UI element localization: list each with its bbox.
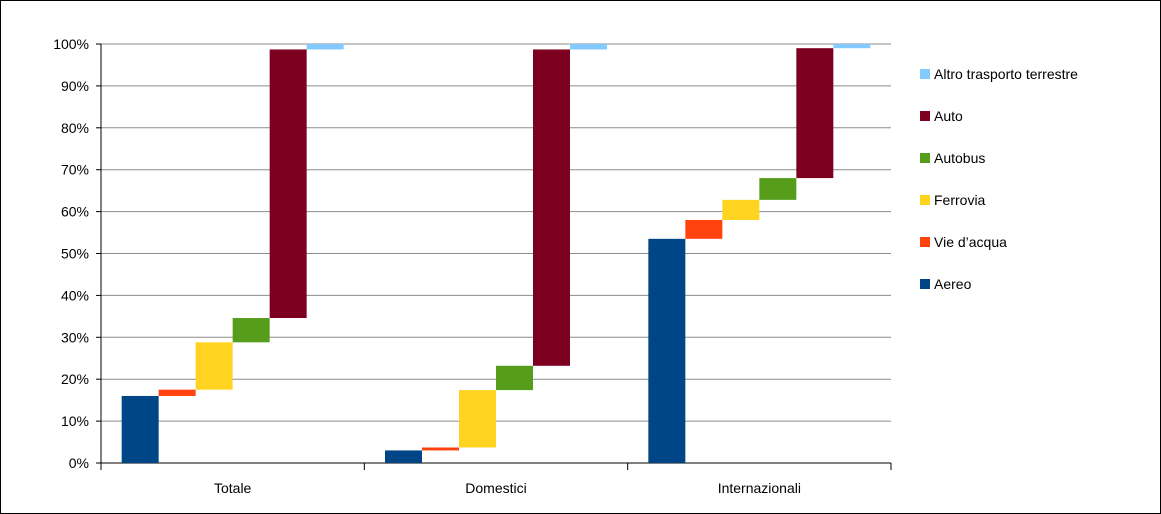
y-tick-label: 70% xyxy=(61,162,89,178)
bar-segment xyxy=(385,450,422,463)
legend-label: Aereo xyxy=(934,276,972,292)
legend-label: Ferrovia xyxy=(934,192,986,208)
legend: Altro trasporto terrestre Auto Autobus Ferr… xyxy=(920,66,1078,292)
x-tick-label: Internazionali xyxy=(718,480,801,496)
legend-swatch xyxy=(920,279,930,289)
y-tick-label: 90% xyxy=(61,78,89,94)
bar-segment xyxy=(796,48,834,179)
legend-label: Auto xyxy=(934,108,963,124)
bar-segment xyxy=(195,342,233,390)
legend-swatch xyxy=(920,153,930,163)
y-tick-label: 0% xyxy=(69,455,89,471)
bars xyxy=(121,44,871,463)
bar-segment xyxy=(496,365,533,391)
bar-segment xyxy=(833,44,871,49)
bar-segment xyxy=(533,49,570,366)
y-tick-label: 60% xyxy=(61,204,89,220)
bar-segment xyxy=(121,395,159,463)
y-tick-label: 40% xyxy=(61,287,89,303)
y-tick-label: 10% xyxy=(61,413,89,429)
y-tick-label: 50% xyxy=(61,246,89,262)
legend-swatch xyxy=(920,237,930,247)
bar-segment xyxy=(759,178,797,200)
bar-segment xyxy=(648,238,686,463)
y-tick-label: 30% xyxy=(61,329,89,345)
bar-segment xyxy=(232,318,270,343)
legend-label: Altro trasporto terrestre xyxy=(934,66,1078,82)
bar-segment xyxy=(459,390,496,448)
legend-swatch xyxy=(920,69,930,79)
y-tick-label: 100% xyxy=(53,36,89,52)
y-tick-label: 80% xyxy=(61,120,89,136)
axes: 0% 10% 20% 30% 40% 50% 60% 70% 80% 90% 100% Totale D… xyxy=(53,36,892,496)
x-tick-label: Domestici xyxy=(465,480,526,496)
legend-swatch xyxy=(920,111,930,121)
bar-segment xyxy=(685,219,723,239)
legend-label: Autobus xyxy=(934,150,985,166)
bar-segment xyxy=(422,447,459,451)
bar-segment xyxy=(306,44,344,50)
bar-segment xyxy=(158,389,196,396)
x-tick-label: Totale xyxy=(214,480,252,496)
bar-segment xyxy=(722,199,760,220)
bar-segment xyxy=(570,44,607,50)
legend-swatch xyxy=(920,195,930,205)
y-tick-label: 20% xyxy=(61,371,89,387)
bar-segment xyxy=(269,49,307,319)
legend-label: Vie d’acqua xyxy=(934,234,1007,250)
